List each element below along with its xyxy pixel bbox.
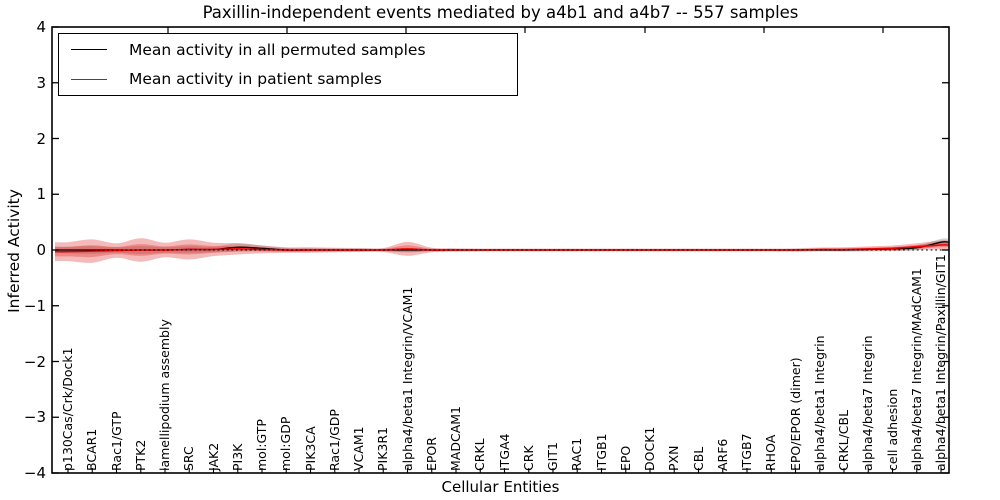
x-tick-label: p130Cas/Crk/Dock1 [60,347,75,471]
legend-label-permuted: Mean activity in all permuted samples [129,40,426,59]
x-tick-label: CRKL/CBL [836,409,851,471]
x-tick-label: cell adhesion [884,388,900,471]
y-tick-label: −3 [23,408,46,427]
x-tick-label: PI3K [229,443,245,471]
x-tick-label: lamellipodium assembly [157,319,172,471]
x-tick-label: EPOR [423,437,439,471]
y-tick-label: 0 [36,241,46,259]
x-tick-label: JAK2 [205,442,221,471]
y-tick-label: −4 [23,464,46,482]
x-tick-label: RAC1 [569,437,585,471]
x-tick-label: alpha4/beta7 Integrin/MAdCAM1 [908,268,924,471]
x-tick-label: DOCK1 [642,426,657,471]
x-tick-label: alpha4/beta1 Integrin [811,335,827,471]
x-tick-label: mol:GTP [254,419,269,471]
x-tick-label: alpha4/beta1 Integrin/Paxillin/GIT1 [933,254,948,471]
y-tick-label: 4 [36,18,46,36]
x-tick-label: PIK3R1 [375,426,391,471]
y-tick-label: −1 [23,296,46,315]
x-tick-label: MADCAM1 [448,406,463,471]
x-tick-label: alpha4/beta7 Integrin [860,335,876,471]
legend-box: Mean activity in all permuted samples Me… [58,33,518,96]
x-tick-label: CRKL [472,438,488,471]
x-tick-label: PIK3CA [302,426,318,471]
x-tick-label: ITGB1 [593,433,609,471]
x-tick-label: ITGA4 [496,433,512,471]
legend-entry-permuted: Mean activity in all permuted samples [59,36,517,64]
x-tick-label: CBL [690,446,706,471]
x-tick-label: PXN [666,445,682,471]
x-tick-label: Rac1/GTP [108,411,124,471]
x-axis-label: Cellular Entities [441,478,560,496]
x-tick-label: alpha4/beta1 Integrin/VCAM1 [399,286,415,471]
x-tick-label: ITGB7 [739,433,754,471]
x-tick-label: VCAM1 [351,426,366,471]
y-tick-label: 2 [36,129,46,148]
x-tick-label: BCAR1 [84,428,100,471]
x-tick-label: GIT1 [545,442,560,471]
x-tick-label: ARF6 [714,438,730,471]
permuted-line-swatch [71,49,107,51]
x-tick-label: RHOA [763,434,779,471]
y-tick-label: 1 [36,185,46,204]
patient-line-swatch [71,78,107,80]
x-tick-label: SRC [181,446,197,471]
x-tick-label: EPO [617,445,633,471]
x-tick-label: CRK [520,445,536,471]
chart-title: Paxillin-independent events mediated by … [202,3,799,22]
x-tick-label: mol:GDP [278,416,294,471]
y-tick-label: −2 [23,352,46,371]
legend-label-patient: Mean activity in patient samples [129,70,382,89]
x-tick-label: PTK2 [132,439,148,471]
legend-entry-patient: Mean activity in patient samples [59,65,517,93]
x-tick-label: Rac1/GDP [326,409,342,471]
y-tick-label: 3 [36,73,46,92]
x-tick-label: EPO/EPOR (dimer) [787,357,803,471]
